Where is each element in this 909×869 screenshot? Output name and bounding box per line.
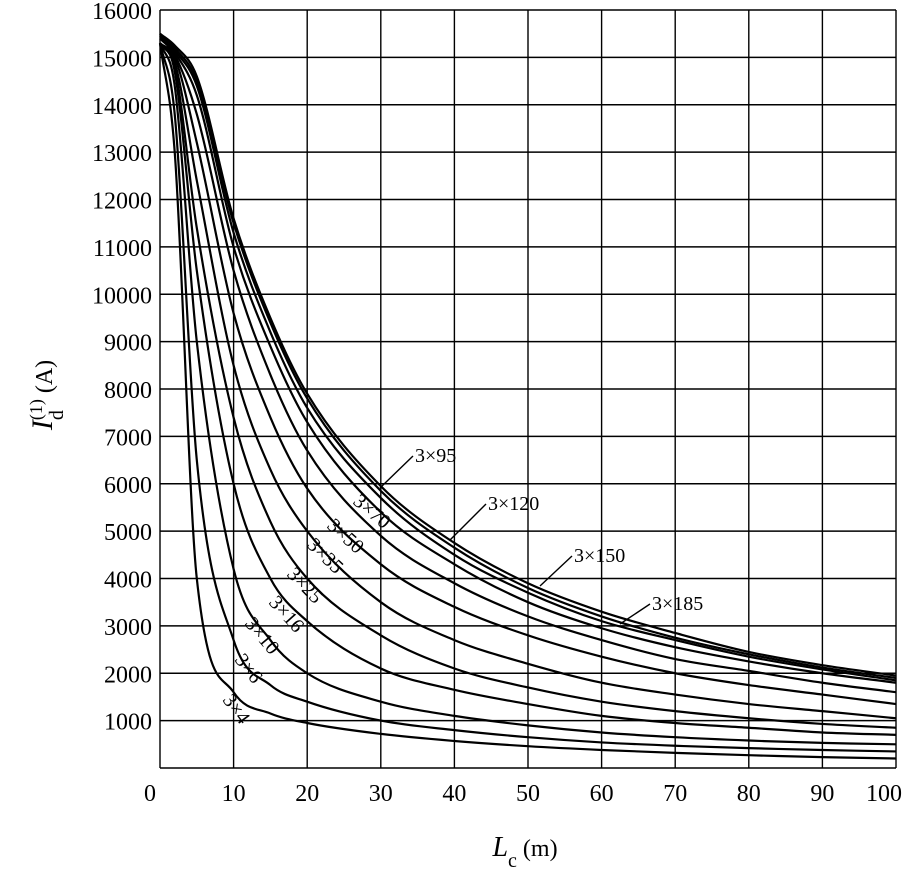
curve-3x10 xyxy=(158,42,897,746)
x-tick-label: 100 xyxy=(866,781,902,807)
x-tick-label: 40 xyxy=(442,781,466,807)
curve-3x185 xyxy=(159,32,897,677)
curve-label-3x185: 3×185 xyxy=(652,593,703,615)
y-tick-label: 11000 xyxy=(93,236,152,262)
leader-line-3x150 xyxy=(539,555,573,587)
curve-3x35 xyxy=(159,42,897,720)
x-tick-label: 60 xyxy=(590,781,614,807)
curves xyxy=(158,32,897,760)
y-tick-label: 4000 xyxy=(104,568,152,594)
x-axis-label: Lc (m) xyxy=(491,832,557,869)
x-axis-ticks: 0 10 20 30 40 50 60 70 80 90 100 xyxy=(144,781,902,807)
y-axis-label: Id(1) (A) xyxy=(26,360,68,431)
leader-line-3x120 xyxy=(449,503,487,541)
x-tick-label: 80 xyxy=(737,781,761,807)
curve-3x95 xyxy=(159,35,897,684)
curve-3x50 xyxy=(159,42,897,706)
grid xyxy=(159,9,897,769)
y-tick-label: 2000 xyxy=(104,662,152,688)
curve-3x25 xyxy=(159,42,897,729)
y-tick-label: 3000 xyxy=(104,615,152,641)
curve-3x150 xyxy=(159,32,897,680)
y-axis-ticks: 1000 2000 3000 4000 5000 6000 7000 8000 9000 1000… xyxy=(92,0,152,736)
x-tick-label: 90 xyxy=(810,781,834,807)
x-tick-label: 30 xyxy=(369,781,393,807)
curve-label-3x150: 3×150 xyxy=(574,545,625,567)
x-tick-label: 10 xyxy=(222,781,246,807)
curve-3x16 xyxy=(159,42,897,736)
x-tick-label: 50 xyxy=(516,781,540,807)
y-tick-label: 6000 xyxy=(104,473,152,499)
leader-line-3x95 xyxy=(379,455,414,489)
y-tick-label: 10000 xyxy=(92,283,152,309)
y-tick-label: 9000 xyxy=(104,331,152,357)
curve-label-3x6: 3×6 xyxy=(230,650,267,688)
y-tick-label: 16000 xyxy=(92,0,152,25)
x-tick-label: 20 xyxy=(295,781,319,807)
curve-label-3x4: 3×4 xyxy=(218,690,254,728)
curve-label-3x95: 3×95 xyxy=(415,445,456,467)
y-tick-label: 5000 xyxy=(104,520,152,546)
y-tick-label: 12000 xyxy=(92,189,152,215)
x-tick-label: 70 xyxy=(663,781,687,807)
curve-3x6 xyxy=(158,42,897,753)
curve-3x4 xyxy=(158,43,897,760)
y-tick-label: 14000 xyxy=(92,94,152,120)
leader-line-3x185 xyxy=(619,603,651,625)
curve-3x70 xyxy=(159,37,897,694)
x-tick-label: 0 xyxy=(144,781,156,807)
curve-label-3x120: 3×120 xyxy=(488,493,539,515)
curve-3x120 xyxy=(159,32,897,682)
y-tick-label: 15000 xyxy=(92,46,152,72)
y-tick-label: 1000 xyxy=(104,710,152,736)
y-tick-label: 8000 xyxy=(104,378,152,404)
y-tick-label: 7000 xyxy=(104,425,152,451)
y-tick-label: 13000 xyxy=(92,141,152,167)
